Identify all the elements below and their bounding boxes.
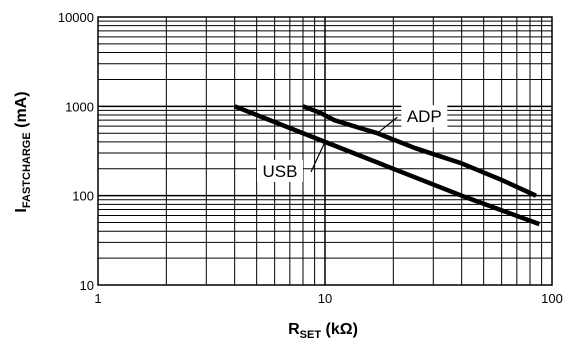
series-line-usb <box>233 104 541 227</box>
y-tick-label: 10 <box>80 278 94 293</box>
series-label-bg <box>401 105 448 128</box>
series-label-adp: ADP <box>407 107 442 126</box>
plot-grid <box>98 17 552 285</box>
leader-line-usb <box>310 141 326 173</box>
plot-frame <box>97 16 553 286</box>
x-tick-label: 100 <box>541 291 563 306</box>
x-axis-label: RSET (kΩ) <box>288 321 358 341</box>
y-axis-label: IFASTCHARGE (mA) <box>13 91 33 212</box>
series-label-bg <box>257 159 303 182</box>
x-tick-label: 1 <box>94 291 101 306</box>
y-tick-label: 10000 <box>58 10 94 25</box>
x-tick-label: 10 <box>318 291 332 306</box>
y-tick-label: 1000 <box>65 99 94 114</box>
series-layer: ADP USB <box>233 104 541 227</box>
leader-line-adp <box>376 116 398 134</box>
series-label-usb: USB <box>263 162 298 181</box>
y-tick-label: 100 <box>72 189 94 204</box>
